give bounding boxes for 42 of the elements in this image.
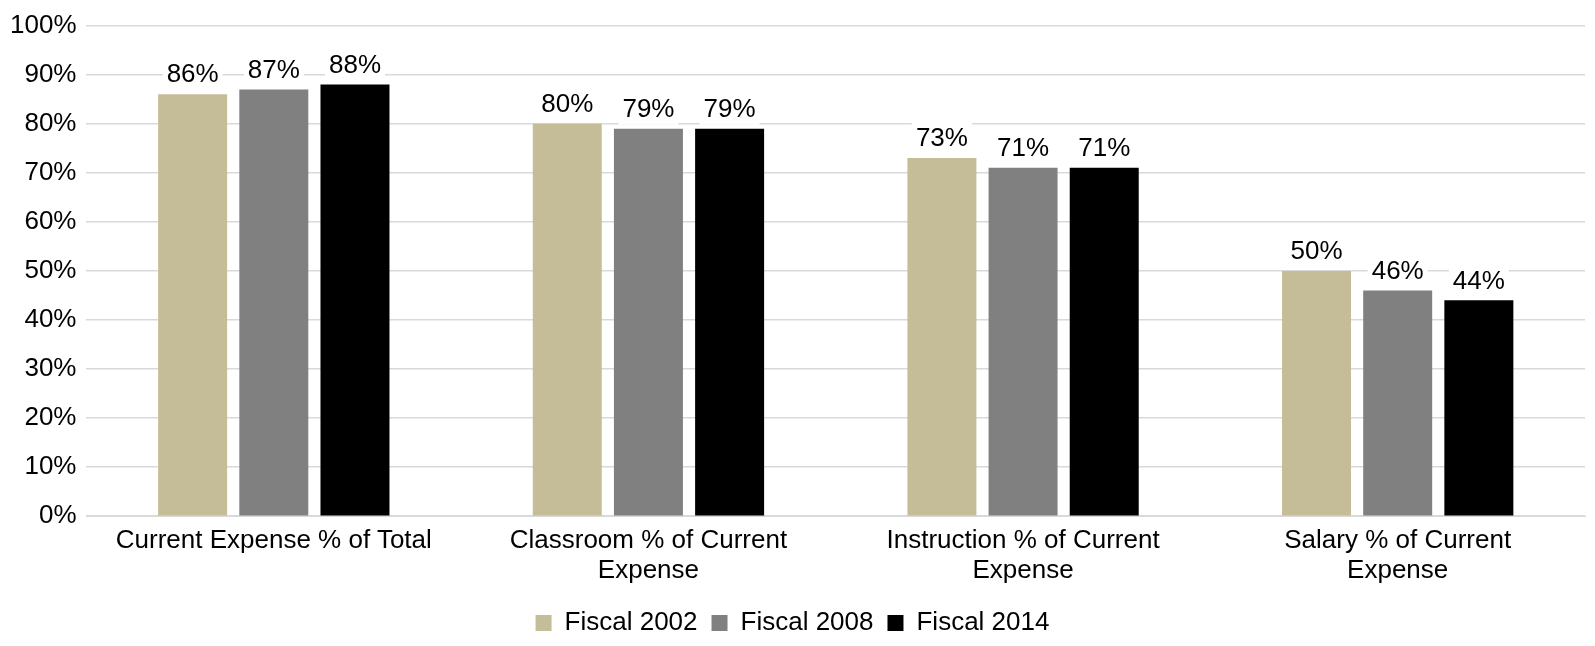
legend-label: Fiscal 2014 xyxy=(916,606,1050,637)
data-label: 80% xyxy=(541,87,594,118)
y-tick-label: 70% xyxy=(24,155,77,186)
y-tick-label: 90% xyxy=(24,57,77,88)
data-label: 79% xyxy=(622,92,675,123)
y-tick-label: 10% xyxy=(24,450,77,481)
y-tick-label: 50% xyxy=(24,254,77,285)
y-tick-label: 20% xyxy=(24,401,77,432)
data-label: 50% xyxy=(1290,235,1343,266)
y-tick-label: 80% xyxy=(24,106,77,137)
bar xyxy=(1282,270,1352,516)
bar xyxy=(613,128,683,516)
data-label: 46% xyxy=(1371,254,1424,285)
bar xyxy=(239,89,309,516)
bar xyxy=(1069,167,1139,516)
bar xyxy=(695,128,765,516)
y-tick-label: 40% xyxy=(24,303,77,334)
bar xyxy=(988,167,1058,516)
data-label: 71% xyxy=(1078,132,1131,163)
data-label: 88% xyxy=(328,48,381,79)
legend-label: Fiscal 2002 xyxy=(564,606,698,637)
data-label: 86% xyxy=(166,58,219,89)
x-tick-label: Salary % of Current Expense xyxy=(1284,524,1512,585)
bar xyxy=(532,123,602,516)
data-label: 73% xyxy=(915,122,968,153)
y-tick-label: 30% xyxy=(24,352,77,383)
data-label: 71% xyxy=(997,132,1050,163)
bar xyxy=(320,84,390,516)
y-tick-label: 60% xyxy=(24,205,77,236)
bar xyxy=(907,158,977,516)
x-tick-label: Instruction % of Current Expense xyxy=(886,524,1161,585)
x-tick-label: Current Expense % of Total xyxy=(115,524,432,555)
data-label: 79% xyxy=(703,92,756,123)
bar xyxy=(158,94,228,516)
data-label: 44% xyxy=(1452,264,1505,295)
data-label: 87% xyxy=(247,53,300,84)
x-tick-label: Classroom % of Current Expense xyxy=(509,524,788,585)
legend-label: Fiscal 2008 xyxy=(740,606,874,637)
bar xyxy=(1444,300,1514,516)
y-tick-label: 0% xyxy=(38,499,77,530)
bar xyxy=(1363,290,1433,516)
y-tick-label: 100% xyxy=(10,8,77,39)
